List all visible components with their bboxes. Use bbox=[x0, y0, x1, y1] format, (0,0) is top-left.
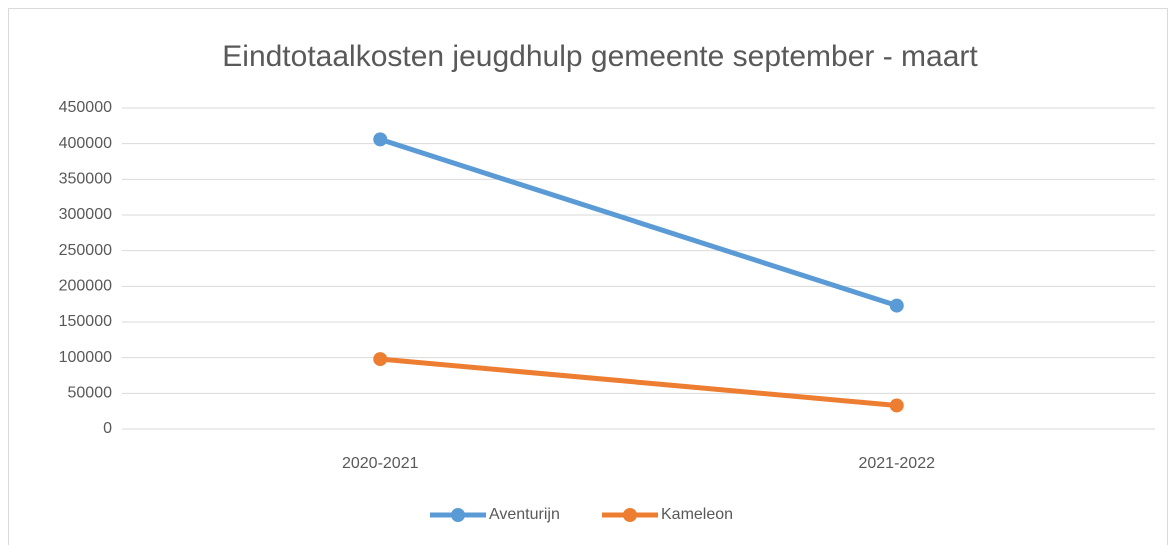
y-tick-label: 250000 bbox=[59, 242, 112, 259]
chart-title: Eindtotaalkosten jeugdhulp gemeente sept… bbox=[222, 40, 978, 73]
series-line bbox=[377, 136, 900, 309]
y-tick-label: 350000 bbox=[59, 171, 112, 188]
y-tick-label: 50000 bbox=[68, 385, 113, 402]
y-tick-label: 0 bbox=[103, 420, 112, 437]
data-point bbox=[889, 398, 904, 413]
chart-frame bbox=[8, 8, 1168, 545]
y-tick-label: 150000 bbox=[59, 313, 112, 330]
x-tick-label: 2020-2021 bbox=[342, 455, 419, 472]
y-tick-label: 400000 bbox=[59, 135, 112, 152]
legend-label: Aventurijn bbox=[489, 506, 560, 523]
series-line bbox=[377, 356, 900, 408]
legend-label: Kameleon bbox=[661, 506, 733, 523]
data-point bbox=[889, 298, 904, 313]
y-tick-label: 200000 bbox=[59, 278, 112, 295]
legend-marker bbox=[623, 508, 637, 522]
data-point bbox=[373, 132, 388, 147]
y-tick-label: 300000 bbox=[59, 206, 112, 223]
y-tick-label: 100000 bbox=[59, 349, 112, 366]
data-point bbox=[373, 352, 388, 367]
y-tick-label: 450000 bbox=[59, 99, 112, 116]
x-tick-label: 2021-2022 bbox=[858, 455, 935, 472]
legend-marker bbox=[451, 508, 465, 522]
